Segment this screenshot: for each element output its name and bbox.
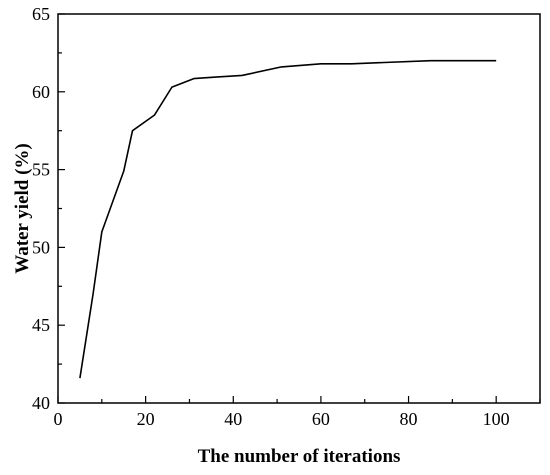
y-axis-title: Water yield (%) <box>12 143 33 274</box>
x-tick-label: 100 <box>483 409 510 429</box>
x-tick-label: 20 <box>137 409 155 429</box>
series-line <box>79 59 497 379</box>
ticks-layer <box>57 13 541 404</box>
x-tick-label: 0 <box>54 409 63 429</box>
x-tick-label: 40 <box>224 409 242 429</box>
y-tick-label: 55 <box>32 160 50 180</box>
tick-labels-layer: 0 20 40 60 80 100 40 45 50 55 60 65 <box>32 4 510 429</box>
x-tick-label: 80 <box>400 409 418 429</box>
x-tick-label: 60 <box>312 409 330 429</box>
y-tick-label: 65 <box>32 4 50 24</box>
y-tick-label: 50 <box>32 237 50 257</box>
y-tick-label: 60 <box>32 82 50 102</box>
series-layer <box>79 59 497 379</box>
plot-frame <box>57 13 541 404</box>
x-axis-title: The number of iterations <box>198 446 401 467</box>
y-tick-label: 45 <box>32 315 50 335</box>
y-tick-label: 40 <box>32 393 50 413</box>
